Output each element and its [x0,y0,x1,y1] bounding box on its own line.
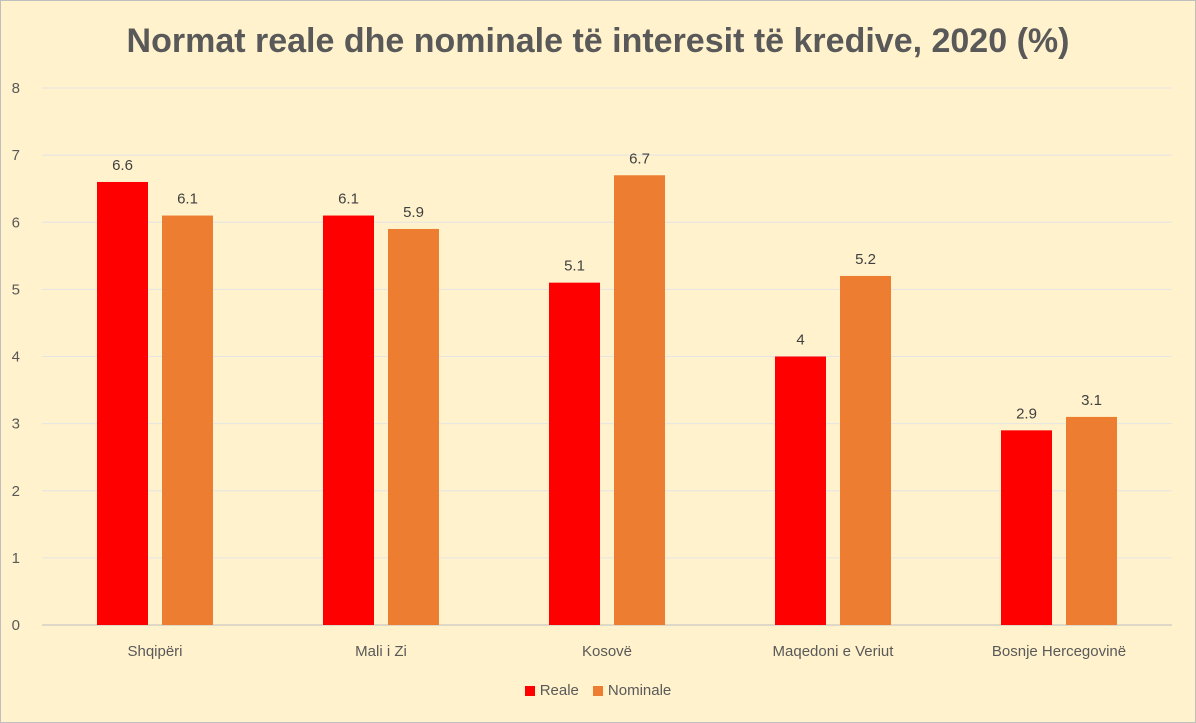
x-tick-label: Bosnje Hercegovinë [992,643,1126,660]
y-tick-label: 2 [12,483,20,500]
y-tick-label: 5 [12,281,20,298]
y-tick-label: 4 [12,349,20,366]
legend-label: Reale [539,682,579,699]
y-tick-label: 8 [12,80,20,97]
chart-title: Normat reale dhe nominale të interesit t… [126,22,1070,60]
y-tick-label: 3 [12,416,20,433]
bar-nominale [162,215,213,625]
data-label: 5.1 [564,258,585,275]
bar-nominale [614,175,665,625]
x-tick-label: Maqedoni e Veriut [773,643,895,660]
data-label: 6.6 [112,157,133,174]
data-label: 4 [796,332,804,349]
data-label: 6.1 [338,191,359,208]
bar-reale [1001,430,1052,625]
y-tick-label: 7 [12,147,20,164]
data-label: 2.9 [1016,405,1037,422]
legend: Reale Nominale [0,682,1196,699]
x-tick-label: Kosovë [582,643,632,660]
data-label: 5.9 [403,204,424,221]
data-label: 3.1 [1081,392,1102,409]
legend-swatch [524,685,535,696]
y-tick-label: 0 [12,617,20,634]
legend-item: Reale [524,682,579,699]
legend-swatch [592,685,603,696]
bar-nominale [1066,416,1117,625]
data-label: 6.1 [177,191,198,208]
bar-reale [775,356,826,625]
y-tick-label: 6 [12,214,20,231]
bar-reale [97,181,148,625]
bar-reale [549,282,600,625]
bar-reale [323,215,374,625]
x-tick-label: Mali i Zi [355,643,407,660]
x-tick-label: Shqipëri [127,643,182,660]
y-tick-label: 1 [12,550,20,567]
legend-label: Nominale [607,682,672,699]
data-label: 6.7 [629,150,650,167]
bar-nominale [388,228,439,625]
legend-item: Nominale [592,682,672,699]
data-label: 5.2 [855,251,876,268]
bar-nominale [840,275,891,625]
